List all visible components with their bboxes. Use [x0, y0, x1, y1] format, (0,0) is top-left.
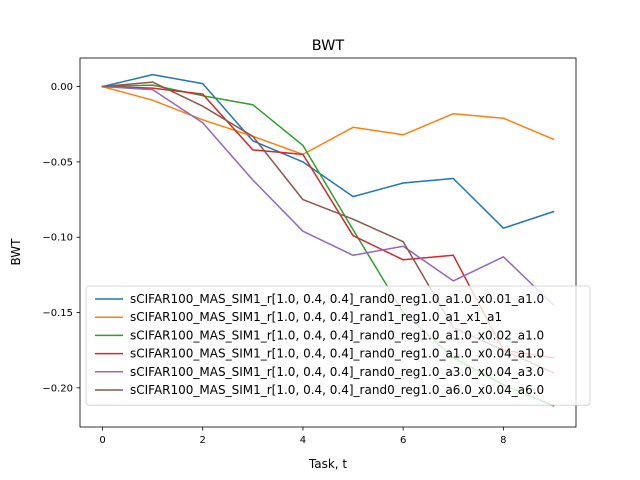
x-tick-label: 0 [99, 435, 105, 446]
x-tick-label: 2 [200, 435, 206, 446]
series-line-1 [101, 73, 555, 229]
series-line-5 [101, 85, 555, 307]
y-tick-label: −0.10 [42, 233, 73, 244]
axes-frame [79, 57, 577, 428]
legend-label: sCIFAR100_MAS_SIM1_r[1.0, 0.4, 0.4]_rand… [130, 365, 544, 379]
legend-label: sCIFAR100_MAS_SIM1_r[1.0, 0.4, 0.4]_rand… [130, 328, 544, 342]
legend-label: sCIFAR100_MAS_SIM1_r[1.0, 0.4, 0.4]_rand… [130, 383, 544, 397]
y-tick-label: −0.20 [42, 383, 73, 394]
y-axis-label: BWT [9, 238, 23, 266]
legend: sCIFAR100_MAS_SIM1_r[1.0, 0.4, 0.4]_rand… [85, 285, 591, 406]
x-axis-label: Task, t [308, 457, 348, 471]
x-tick-label: 8 [500, 435, 506, 446]
x-tick-label: 6 [400, 435, 406, 446]
y-tick-label: −0.05 [42, 157, 73, 168]
series-line-2 [101, 85, 555, 156]
chart-title: BWT [312, 38, 345, 54]
legend-label: sCIFAR100_MAS_SIM1_r[1.0, 0.4, 0.4]_rand… [130, 310, 502, 324]
legend-label: sCIFAR100_MAS_SIM1_r[1.0, 0.4, 0.4]_rand… [130, 347, 544, 361]
x-tick-label: 4 [300, 435, 306, 446]
legend-label: sCIFAR100_MAS_SIM1_r[1.0, 0.4, 0.4]_rand… [130, 292, 544, 306]
legend-box [85, 285, 591, 406]
y-tick-label: −0.15 [42, 308, 73, 319]
y-tick-label: 0.00 [51, 82, 73, 93]
